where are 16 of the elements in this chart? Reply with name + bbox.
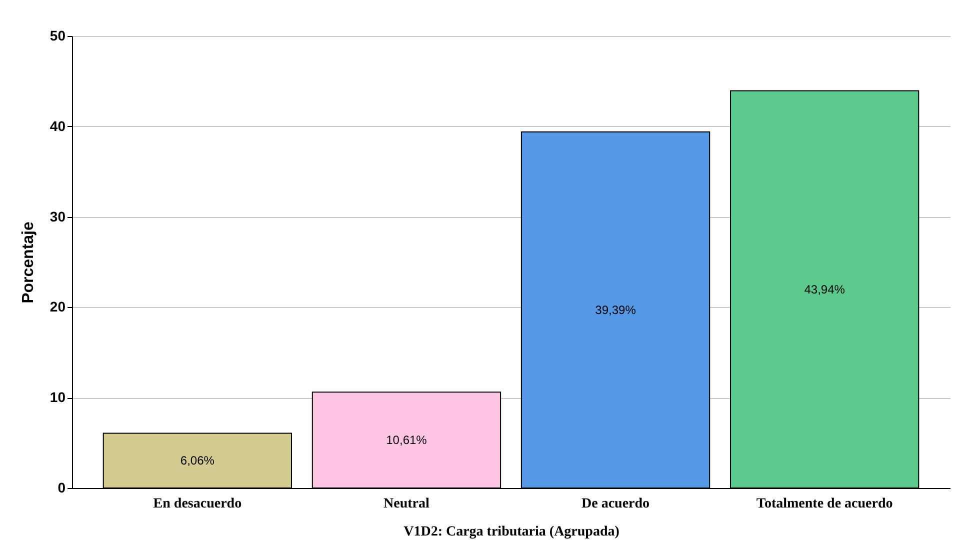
data-label: 10,61% — [386, 433, 428, 448]
y-tick-label: 10 — [50, 389, 66, 406]
x-tick-label: Neutral — [384, 496, 430, 512]
x-tick-label: Totalmente de acuerdo — [756, 496, 893, 512]
y-axis-title: Porcentaje — [20, 221, 37, 304]
y-tick-label: 20 — [50, 298, 66, 315]
y-tick-label: 0 — [58, 480, 66, 496]
x-tick-label: En desacuerdo — [153, 496, 242, 512]
y-tick-label: 50 — [50, 28, 66, 44]
x-tick-label: De acuerdo — [582, 496, 650, 512]
y-tick-label: 30 — [50, 208, 66, 224]
y-tick-label: 40 — [50, 118, 66, 134]
x-axis-title: V1D2: Carga tributaria (Agrupada) — [404, 524, 620, 540]
data-label: 43,94% — [804, 282, 846, 296]
data-label: 6,06% — [180, 454, 215, 468]
data-label: 39,39% — [595, 302, 636, 317]
